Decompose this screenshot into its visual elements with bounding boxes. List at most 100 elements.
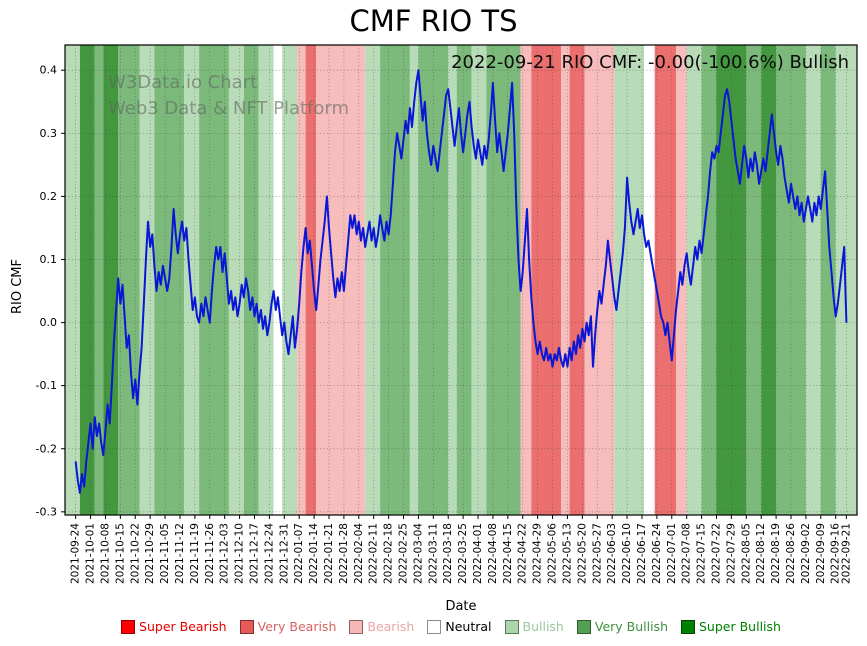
x-tick-label: 2022-06-10 [621, 523, 633, 584]
sentiment-band-very_bullish [820, 45, 836, 515]
x-tick-label: 2022-06-03 [606, 523, 618, 584]
x-tick-label: 2021-10-08 [99, 523, 111, 584]
x-tick-label: 2022-01-21 [323, 523, 335, 584]
x-tick-label: 2022-09-21 [840, 523, 852, 584]
x-tick-label: 2022-04-01 [472, 523, 484, 584]
sentiment-band-very_bearish [531, 45, 562, 515]
sentiment-band-very_bullish [486, 45, 521, 515]
x-tick-label: 2022-03-18 [442, 523, 454, 584]
sentiment-band-super_bullish [79, 45, 95, 515]
legend-swatch [239, 619, 254, 634]
legend-swatch [349, 619, 364, 634]
x-tick-label: 2022-02-11 [368, 523, 380, 584]
legend-item-very-bearish: Very Bearish [239, 619, 337, 634]
sentiment-band-bullish [184, 45, 200, 515]
x-tick-label: 2022-08-12 [755, 523, 767, 584]
sentiment-band-very_bearish [569, 45, 585, 515]
x-tick-label: 2021-10-15 [114, 523, 126, 584]
sentiment-legend: Super Bearish Very Bearish Bearish Neutral B… [45, 619, 857, 634]
x-tick-label: 2022-04-22 [517, 523, 529, 584]
sentiment-band-bullish [471, 45, 487, 515]
sentiment-band-neutral [273, 45, 283, 515]
sentiment-band-bullish [228, 45, 244, 515]
sentiment-band-bullish [139, 45, 155, 515]
x-tick-label: 2022-09-09 [815, 523, 827, 584]
x-tick-label: 2021-12-31 [278, 523, 290, 584]
x-axis-label: Date [445, 599, 477, 614]
x-tick-label: 2022-06-24 [651, 523, 663, 584]
legend-label: Very Bullish [594, 619, 668, 634]
sentiment-band-very_bearish [305, 45, 317, 515]
x-tick-label: 2022-05-20 [576, 523, 588, 584]
x-tick-label: 2022-02-18 [383, 523, 395, 584]
legend-item-bullish: Bullish [504, 619, 564, 634]
x-tick-label: 2022-07-22 [710, 523, 722, 584]
sentiment-band-super_bullish [103, 45, 119, 515]
watermark-line-2: Web3 Data & NFT Platform [108, 98, 350, 120]
y-tick-label: -0.1 [36, 379, 57, 392]
y-tick-label: -0.3 [36, 505, 57, 518]
x-tick-label: 2022-04-15 [502, 523, 514, 584]
sentiment-band-very_bullish [199, 45, 229, 515]
sentiment-band-bullish [805, 45, 821, 515]
x-tick-label: 2021-10-29 [144, 523, 156, 584]
sentiment-band-super_bullish [761, 45, 777, 515]
sentiment-band-very_bullish [701, 45, 717, 515]
legend-swatch [504, 619, 519, 634]
y-tick-label: 0.4 [40, 64, 58, 77]
x-tick-label: 2021-11-19 [189, 523, 201, 584]
legend-item-bearish: Bearish [349, 619, 414, 634]
sentiment-band-bullish [614, 45, 645, 515]
x-tick-label: 2022-01-07 [293, 523, 305, 584]
x-tick-label: 2022-03-25 [457, 523, 469, 584]
y-tick-label: 0.1 [40, 253, 58, 266]
y-tick-label: 0.3 [40, 127, 58, 140]
legend-swatch [121, 619, 136, 634]
x-tick-label: 2022-09-16 [830, 523, 842, 584]
legend-item-neutral: Neutral [427, 619, 492, 634]
legend-swatch [576, 619, 591, 634]
x-tick-label: 2022-05-27 [591, 523, 603, 584]
legend-item-super-bearish: Super Bearish [121, 619, 227, 634]
plot-frame [64, 44, 858, 516]
sentiment-band-bearish [520, 45, 532, 515]
sentiment-band-very_bullish [746, 45, 762, 515]
legend-swatch [681, 619, 695, 634]
x-tick-label: 2021-10-01 [85, 523, 97, 584]
x-tick-label: 2021-09-24 [70, 523, 82, 584]
x-tick-label: 2022-05-13 [561, 523, 573, 584]
legend-label: Super Bullish [699, 619, 781, 634]
x-tick-label: 2022-02-04 [353, 523, 365, 584]
x-tick-label: 2021-12-17 [248, 523, 260, 584]
legend-label: Very Bearish [257, 619, 337, 634]
x-tick-label: 2021-12-03 [219, 523, 231, 584]
x-tick-label: 2022-06-17 [636, 523, 648, 584]
x-tick-label: 2022-05-06 [547, 523, 559, 584]
x-tick-label: 2021-12-24 [263, 523, 275, 584]
sentiment-band-very_bullish [94, 45, 104, 515]
x-tick-label: 2022-08-26 [785, 523, 797, 584]
sentiment-band-bearish [561, 45, 570, 515]
legend-label: Bearish [367, 619, 415, 634]
x-tick-label: 2021-12-10 [234, 523, 246, 584]
sentiment-band-bullish [65, 45, 80, 515]
legend-item-super-bullish: Super Bullish [681, 619, 781, 634]
sentiment-band-very_bullish [243, 45, 259, 515]
x-tick-label: 2022-07-08 [681, 523, 693, 584]
x-tick-label: 2021-11-12 [174, 523, 186, 584]
sentiment-band-neutral [644, 45, 655, 515]
x-tick-label: 2022-03-11 [427, 523, 439, 584]
x-tick-label: 2022-07-29 [725, 523, 737, 584]
sentiment-band-bullish [409, 45, 419, 515]
x-tick-label: 2022-09-02 [800, 523, 812, 584]
sentiment-band-bullish [258, 45, 274, 515]
y-tick-label: 0.0 [40, 316, 58, 329]
x-tick-label: 2022-02-25 [398, 523, 410, 584]
x-tick-label: 2022-07-01 [666, 523, 678, 584]
y-axis-label: RIO CMF [10, 258, 25, 314]
x-tick-label: 2022-04-08 [487, 523, 499, 584]
legend-label: Neutral [445, 619, 492, 634]
sentiment-band-bullish [282, 45, 298, 515]
cmf-line [74, 69, 848, 494]
